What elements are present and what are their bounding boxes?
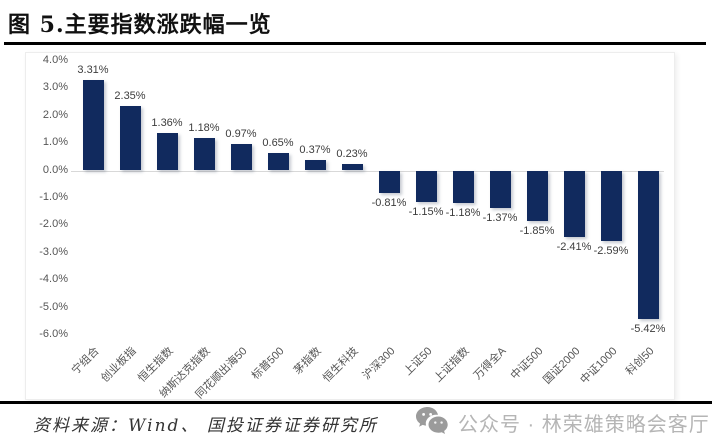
footer-divider [0, 401, 712, 404]
bar-value-label: -1.85% [519, 225, 555, 238]
y-tick-label: -4.0% [39, 273, 68, 286]
y-tick-label: 1.0% [42, 136, 68, 149]
bar [563, 170, 585, 237]
bar-value-label: 0.37% [299, 144, 331, 157]
bar-chart: 4.0% 3.0% 2.0% 1.0% 0.0% -1.0% -2.0% -3.0% -4.0%… [26, 53, 674, 401]
y-tick-label: -1.0% [39, 190, 68, 203]
y-tick-label: 4.0% [42, 53, 68, 66]
y-tick-label: 0.0% [42, 163, 68, 176]
bar [267, 152, 289, 171]
bar-value-label: -5.42% [630, 323, 666, 335]
y-tick-label: -6.0% [39, 327, 68, 340]
bar-value-label: 1.18% [188, 122, 220, 135]
bar-value-label: -2.59% [593, 245, 629, 258]
title-divider [4, 42, 706, 45]
chart-card: 4.0% 3.0% 2.0% 1.0% 0.0% -1.0% -2.0% -3.0% -4.0%… [25, 52, 675, 401]
watermark-text: 公众号 · 林荣雄策略会客厅 [458, 413, 710, 436]
wechat-icon [416, 407, 448, 434]
bar-value-label: -1.18% [445, 206, 481, 219]
bar-value-label: -1.15% [408, 206, 444, 218]
bar [378, 170, 400, 193]
bar [341, 164, 363, 171]
watermark: 公众号 · 林荣雄策略会客厅 [414, 405, 710, 439]
bar-value-label: 3.31% [77, 63, 109, 76]
bar-value-label: -0.81% [371, 196, 407, 209]
bar [304, 160, 326, 171]
y-tick-label: -2.0% [39, 218, 68, 231]
bar-value-label: 0.65% [262, 136, 294, 149]
bar-value-label: 0.97% [225, 127, 257, 140]
y-tick-label: -3.0% [39, 245, 68, 258]
bar-value-label: 1.36% [151, 117, 183, 130]
bar-value-label: -2.41% [556, 240, 592, 253]
bar [193, 138, 215, 171]
bar [156, 133, 178, 171]
y-tick-label: 3.0% [42, 81, 68, 94]
zero-gridline [71, 170, 664, 172]
figure-title: 图 5.主要指数涨跌幅一览 [8, 12, 272, 38]
bar-value-label: 0.23% [336, 148, 368, 161]
bar [82, 79, 104, 171]
y-tick-label: -5.0% [39, 300, 68, 313]
bar [600, 170, 622, 242]
bar [119, 106, 141, 171]
bar [452, 170, 474, 203]
bar-value-label: -1.37% [482, 212, 518, 225]
y-tick-label: 2.0% [42, 108, 68, 121]
bar-value-label: 2.35% [114, 90, 146, 103]
bar [415, 170, 437, 202]
bar [489, 170, 511, 209]
bar [526, 170, 548, 222]
bar [637, 170, 659, 319]
source-note: 资料来源：Wind、 国投证券证券研究所 [33, 416, 378, 436]
bar [230, 143, 252, 171]
